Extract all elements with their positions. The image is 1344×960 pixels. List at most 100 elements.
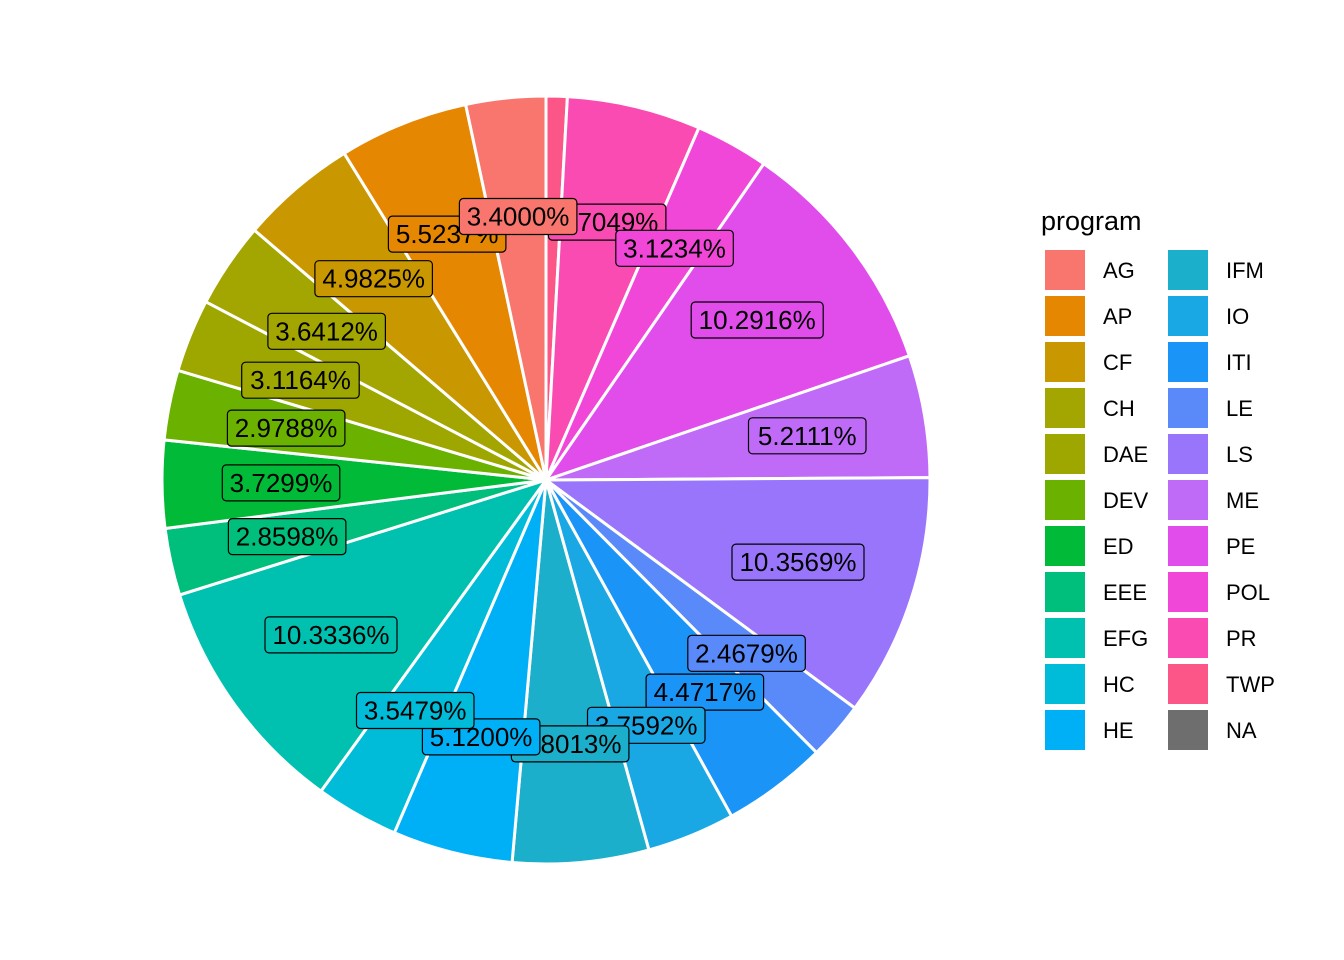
slice-ls: [541, 476, 932, 711]
data-label-box: [731, 543, 865, 581]
legend-label: CF: [1103, 350, 1132, 375]
data-label-box: [241, 361, 360, 399]
legend-label: EFG: [1103, 626, 1148, 651]
legend-swatch: [1168, 296, 1208, 336]
slice-pr: [544, 95, 701, 481]
data-label-iti: 4.4717%: [645, 673, 765, 711]
data-label-ag: 3.4000%: [458, 197, 578, 236]
data-label-box: [226, 409, 346, 447]
legend-swatch: [1168, 480, 1208, 520]
legend-label: DEV: [1103, 488, 1149, 513]
legend-item-le: LE: [1168, 388, 1253, 428]
legend-swatch: [1168, 342, 1208, 382]
legend-swatch: [1045, 480, 1085, 520]
legend-label: ED: [1103, 534, 1134, 559]
legend-swatch: [1045, 664, 1085, 704]
legend-swatch: [1045, 526, 1085, 566]
slice-ag: [463, 94, 548, 481]
legend-label: HC: [1103, 672, 1135, 697]
legend-item-eee: EEE: [1045, 572, 1147, 612]
legend: program AG AP CF CH DAE DEV ED EEE EFG HC HE IFM IO I…: [1041, 206, 1275, 750]
data-label-text: 3.6412%: [275, 316, 378, 346]
data-label-pol: 3.1234%: [615, 229, 734, 267]
legend-swatch: [1045, 434, 1085, 474]
legend-swatch: [1168, 710, 1208, 750]
legend-label: CH: [1103, 396, 1135, 421]
legend-label: IFM: [1226, 258, 1264, 283]
data-label-text: 4.4717%: [654, 677, 757, 707]
data-label-text: 3.1164%: [250, 365, 351, 395]
data-label-cf: 4.9825%: [314, 260, 433, 298]
legend-swatch: [1045, 250, 1085, 290]
data-label-me: 5.2111%: [747, 417, 867, 455]
legend-label: AG: [1103, 258, 1135, 283]
legend-item-hc: HC: [1045, 664, 1135, 704]
data-label-text: 2.4679%: [695, 638, 798, 668]
legend-swatch: [1168, 434, 1208, 474]
data-label-text: 4.9825%: [322, 264, 425, 294]
legend-item-ls: LS: [1168, 434, 1253, 474]
data-label-box: [221, 464, 341, 502]
data-label-text: 5.2111%: [758, 421, 857, 451]
legend-swatch: [1045, 388, 1085, 428]
data-label-box: [690, 301, 824, 339]
data-label-pe: 10.2916%: [690, 301, 824, 339]
legend-swatch: [1168, 618, 1208, 658]
legend-swatch: [1045, 572, 1085, 612]
legend-label: NA: [1226, 718, 1257, 743]
data-label-efg: 10.3336%: [264, 616, 398, 654]
slice-ifm: [510, 479, 651, 866]
data-label-text: 3.5479%: [364, 696, 467, 726]
legend-swatch: [1168, 526, 1208, 566]
legend-label: LE: [1226, 396, 1253, 421]
legend-label: DAE: [1103, 442, 1148, 467]
data-label-text: 3.7299%: [230, 468, 333, 498]
data-label-box: [264, 616, 398, 654]
legend-item-ifm: IFM: [1168, 250, 1264, 290]
data-label-le: 2.4679%: [687, 634, 806, 672]
data-label-dae: 3.1164%: [241, 361, 360, 399]
data-label-text: 2.8598%: [236, 522, 339, 552]
legend-label: PR: [1226, 626, 1257, 651]
data-label-text: 10.2916%: [699, 305, 816, 335]
data-label-box: [227, 517, 347, 556]
data-label-box: [355, 691, 475, 730]
legend-item-he: HE: [1045, 710, 1134, 750]
legend-item-ed: ED: [1045, 526, 1134, 566]
legend-label: AP: [1103, 304, 1132, 329]
data-label-text: 3.1234%: [623, 233, 726, 263]
legend-item-dae: DAE: [1045, 434, 1148, 474]
pie-slices: [160, 94, 932, 866]
legend-item-iti: ITI: [1168, 342, 1252, 382]
legend-swatch: [1168, 388, 1208, 428]
data-label-hc: 3.5479%: [355, 691, 475, 730]
legend-item-io: IO: [1168, 296, 1249, 336]
legend-item-ch: CH: [1045, 388, 1135, 428]
legend-label: PE: [1226, 534, 1255, 559]
legend-swatch: [1168, 250, 1208, 290]
legend-label: IO: [1226, 304, 1249, 329]
legend-swatch: [1045, 342, 1085, 382]
pie-data-labels: 5.7049%3.1234%10.2916%5.2111%10.3569%2.4…: [221, 197, 867, 763]
legend-item-ap: AP: [1045, 296, 1132, 336]
legend-label: ITI: [1226, 350, 1252, 375]
data-label-box: [615, 229, 734, 267]
legend-swatch: [1045, 618, 1085, 658]
data-label-box: [747, 417, 867, 455]
data-label-eee: 2.8598%: [227, 517, 347, 556]
legend-label: LS: [1226, 442, 1253, 467]
legend-swatch: [1168, 664, 1208, 704]
data-label-text: 3.4000%: [467, 202, 570, 232]
legend-item-pr: PR: [1168, 618, 1257, 658]
legend-label: EEE: [1103, 580, 1147, 605]
legend-item-cf: CF: [1045, 342, 1132, 382]
data-label-box: [687, 634, 806, 672]
data-label-text: 10.3569%: [739, 547, 856, 577]
legend-item-dev: DEV: [1045, 480, 1149, 520]
legend-item-pe: PE: [1168, 526, 1255, 566]
legend-swatch: [1045, 296, 1085, 336]
legend-swatch: [1045, 710, 1085, 750]
legend-label: ME: [1226, 488, 1259, 513]
data-label-ch: 3.6412%: [267, 312, 386, 350]
data-label-text: 10.3336%: [272, 620, 389, 650]
